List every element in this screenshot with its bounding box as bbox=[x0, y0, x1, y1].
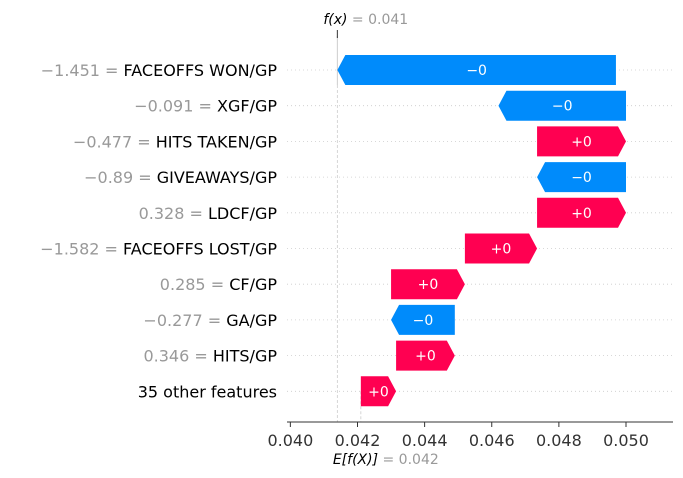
bar-label: −0 bbox=[571, 170, 592, 186]
feature-name: FACEOFFS WON/GP bbox=[124, 61, 278, 80]
feature-name: CF/GP bbox=[229, 275, 277, 294]
expectation-annotations: f(x) = 0.041 E[f(X)] = 0.042 bbox=[323, 12, 438, 468]
feature-label: −0.277 = GA/GP bbox=[143, 311, 277, 330]
feature-name: FACEOFFS LOST/GP bbox=[123, 240, 277, 259]
feature-label: 0.346 = HITS/GP bbox=[143, 347, 277, 366]
bar-label: +0 bbox=[571, 206, 592, 222]
bar-label: +0 bbox=[491, 242, 512, 258]
feature-value: 0.285 = bbox=[160, 275, 229, 294]
base-symbol: E[f(X)] bbox=[333, 452, 378, 468]
bar-faceoffs-won-gp bbox=[337, 55, 616, 85]
x-axis: 0.040 0.042 0.044 0.046 0.048 0.050 bbox=[267, 421, 673, 450]
fx-value: = 0.041 bbox=[347, 12, 408, 28]
bar-label: −0 bbox=[552, 99, 573, 115]
feature-value: −0.477 = bbox=[73, 132, 156, 151]
feature-labels: −1.451 = FACEOFFS WON/GP−0.091 = XGF/GP−… bbox=[40, 61, 277, 401]
bar-label: +0 bbox=[418, 277, 439, 293]
feature-label: 0.328 = LDCF/GP bbox=[139, 204, 278, 223]
base-annotation: E[f(X)] = 0.042 bbox=[333, 452, 439, 468]
feature-label: −0.477 = HITS TAKEN/GP bbox=[73, 132, 277, 151]
feature-value: −1.451 = bbox=[41, 61, 124, 80]
fx-annotation: f(x) = 0.041 bbox=[323, 12, 408, 28]
feature-label: 35 other features bbox=[138, 382, 277, 401]
bar-label: +0 bbox=[368, 384, 389, 400]
bar-ldcf-gp bbox=[537, 197, 627, 228]
feature-name: HITS/GP bbox=[213, 347, 277, 366]
base-value: = 0.042 bbox=[378, 452, 439, 468]
feature-name: LDCF/GP bbox=[208, 204, 277, 223]
feature-label: −0.091 = XGF/GP bbox=[134, 97, 277, 116]
bar-cf-gp bbox=[391, 269, 465, 300]
feature-value: −0.89 = bbox=[84, 168, 157, 187]
bar-label: +0 bbox=[571, 134, 592, 150]
feature-name: XGF/GP bbox=[217, 97, 277, 116]
feature-name: HITS TAKEN/GP bbox=[156, 132, 278, 151]
bar-label: −0 bbox=[413, 313, 434, 329]
fx-symbol: f(x) bbox=[323, 12, 347, 28]
feature-name: GIVEAWAYS/GP bbox=[157, 168, 278, 187]
x-tick-label: 0.048 bbox=[536, 431, 582, 450]
x-tick-label: 0.042 bbox=[335, 431, 381, 450]
bar-hits-taken-gp bbox=[537, 126, 627, 157]
x-tick-label: 0.046 bbox=[469, 431, 515, 450]
feature-label: 0.285 = CF/GP bbox=[160, 275, 278, 294]
bar-hits-gp bbox=[396, 340, 455, 371]
feature-value: −0.091 = bbox=[134, 97, 217, 116]
feature-value: 0.346 = bbox=[143, 347, 212, 366]
feature-label: −0.89 = GIVEAWAYS/GP bbox=[84, 168, 277, 187]
feature-label: −1.451 = FACEOFFS WON/GP bbox=[41, 61, 278, 80]
bar-label: −0 bbox=[466, 63, 487, 79]
feature-value: 0.328 = bbox=[139, 204, 208, 223]
bar-ga-gp bbox=[391, 304, 455, 335]
bar-faceoffs-lost-gp bbox=[464, 233, 538, 264]
feature-value: −0.277 = bbox=[143, 311, 226, 330]
x-tick-label: 0.040 bbox=[267, 431, 313, 450]
bar-xgf-gp bbox=[498, 90, 627, 121]
bar-35-other-features bbox=[360, 376, 397, 407]
feature-value: −1.582 = bbox=[40, 240, 123, 259]
contribution-bars: −0 −0 +0 −0 +0 +0 +0 −0 +0 +0 bbox=[337, 55, 627, 407]
bar-label: +0 bbox=[415, 349, 436, 365]
x-tick-label: 0.044 bbox=[402, 431, 448, 450]
feature-name: GA/GP bbox=[226, 311, 277, 330]
x-tick-label: 0.050 bbox=[603, 431, 649, 450]
reference-lines bbox=[336, 30, 362, 422]
row-gridlines bbox=[287, 69, 673, 392]
feature-name: 35 other features bbox=[138, 382, 277, 401]
feature-label: −1.582 = FACEOFFS LOST/GP bbox=[40, 240, 277, 259]
bar-giveaways-gp bbox=[537, 162, 627, 193]
